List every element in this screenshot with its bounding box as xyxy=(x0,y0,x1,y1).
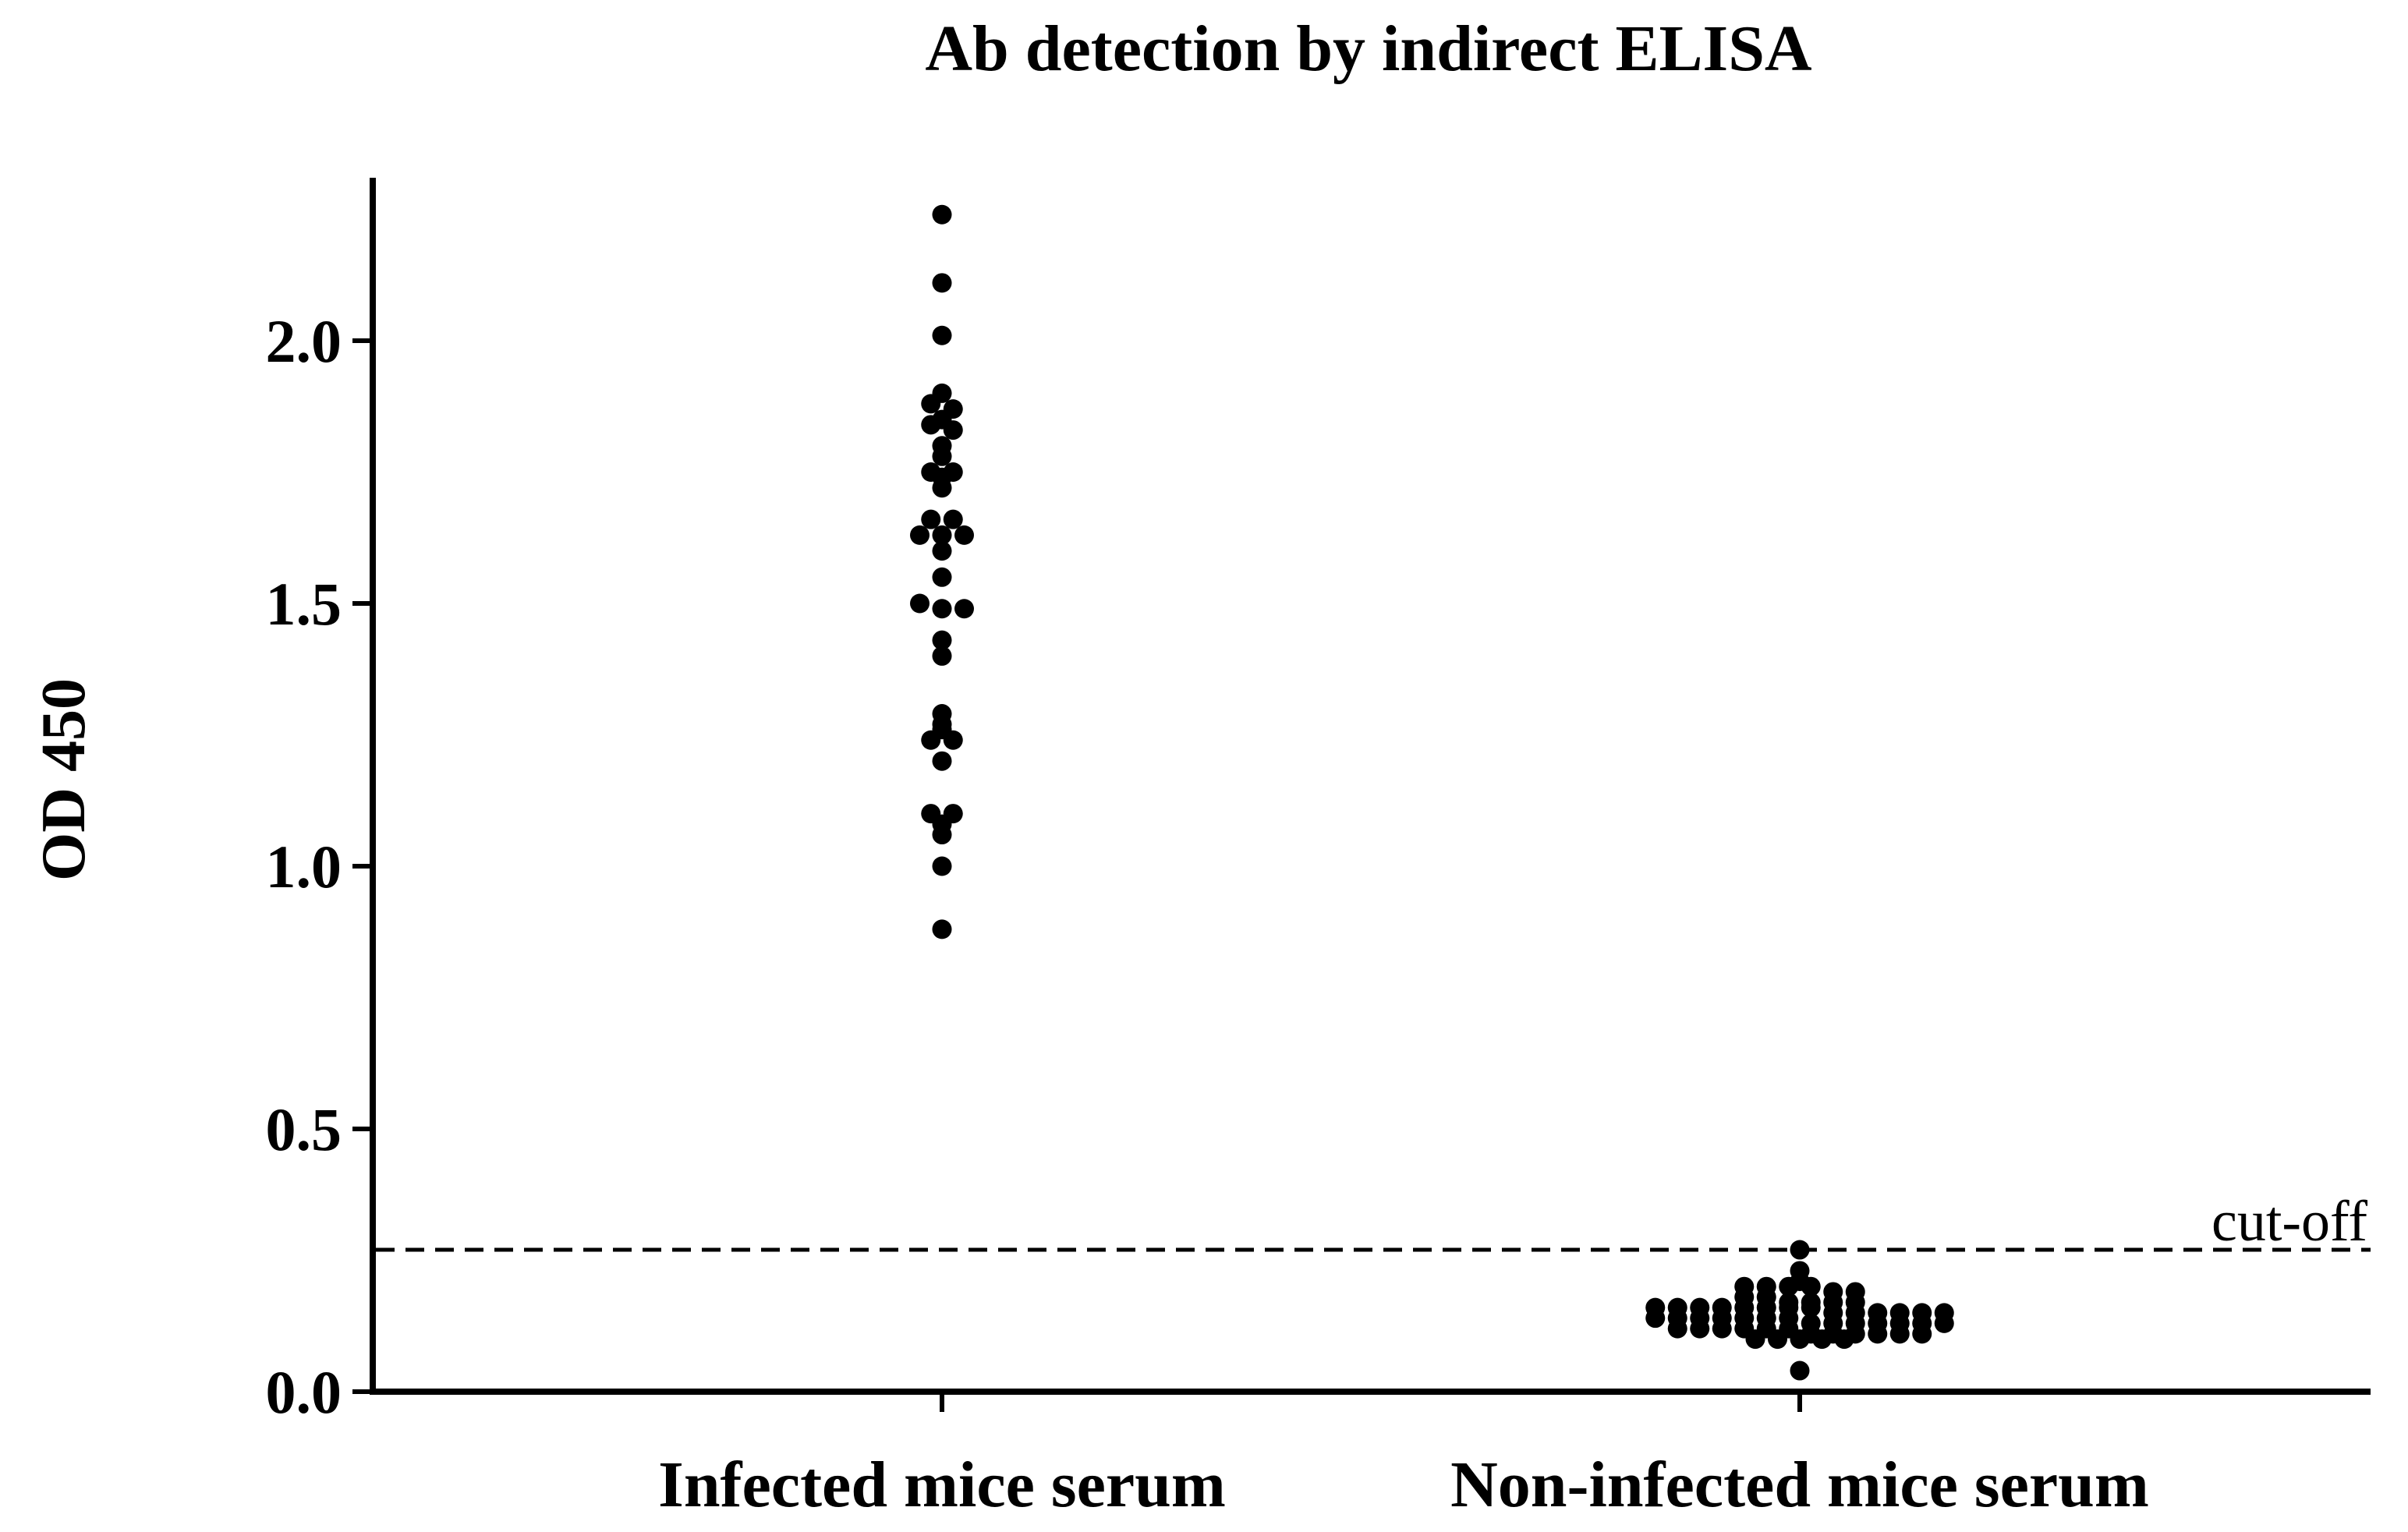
data-point xyxy=(921,462,941,482)
data-point xyxy=(932,646,952,666)
data-point xyxy=(932,751,952,771)
data-point xyxy=(1690,1297,1710,1318)
data-point xyxy=(932,541,952,561)
data-point xyxy=(1934,1303,1954,1323)
data-point xyxy=(932,856,952,876)
x-category-label: Infected mice serum xyxy=(658,1449,1226,1521)
y-tick-label: 1.0 xyxy=(266,833,342,900)
data-point xyxy=(921,509,941,529)
data-point xyxy=(1645,1297,1666,1318)
data-point xyxy=(932,630,952,650)
data-point xyxy=(932,204,952,225)
data-point xyxy=(932,567,952,587)
y-axis-ticks: 0.0 0.5 1.0 1.5 2.0 xyxy=(266,307,373,1426)
data-point xyxy=(1734,1276,1755,1297)
data-point xyxy=(1868,1303,1888,1323)
data-point xyxy=(910,525,930,545)
data-point xyxy=(932,704,952,724)
y-tick-label: 0.0 xyxy=(266,1358,342,1426)
data-point xyxy=(1801,1292,1821,1312)
data-point xyxy=(932,273,952,293)
y-axis-label: OD 450 xyxy=(30,678,98,881)
data-point xyxy=(1790,1240,1810,1260)
data-points xyxy=(910,204,1954,1381)
data-point xyxy=(1779,1292,1799,1312)
data-point xyxy=(932,325,952,345)
data-point xyxy=(1912,1303,1932,1323)
data-point xyxy=(932,383,952,403)
data-point xyxy=(943,509,963,529)
data-point xyxy=(1667,1297,1687,1318)
data-point xyxy=(954,599,974,619)
y-tick-label: 2.0 xyxy=(266,307,342,375)
data-point xyxy=(1790,1261,1810,1281)
data-point xyxy=(943,462,963,482)
data-point xyxy=(921,804,941,824)
y-tick-label: 1.5 xyxy=(266,570,342,638)
data-point xyxy=(932,436,952,456)
data-point xyxy=(932,919,952,939)
data-point xyxy=(932,599,952,619)
data-point xyxy=(943,804,963,824)
data-point xyxy=(1889,1303,1910,1323)
data-point xyxy=(1845,1282,1865,1302)
data-point xyxy=(1790,1360,1810,1381)
data-point xyxy=(954,525,974,545)
data-point xyxy=(932,525,952,545)
data-point xyxy=(910,593,930,614)
data-point xyxy=(1823,1282,1843,1302)
x-axis-ticks: Infected mice serum Non-infected mice ser… xyxy=(658,1392,2149,1521)
chart-title: Ab detection by indirect ELISA xyxy=(925,12,1812,85)
cutoff-label: cut-off xyxy=(2211,1190,2367,1254)
y-tick-label: 0.5 xyxy=(266,1095,342,1163)
data-point xyxy=(1801,1313,1821,1333)
data-point xyxy=(1756,1276,1776,1297)
data-point xyxy=(1712,1297,1732,1318)
data-point xyxy=(943,399,963,419)
x-category-label: Non-infected mice serum xyxy=(1450,1449,2149,1521)
